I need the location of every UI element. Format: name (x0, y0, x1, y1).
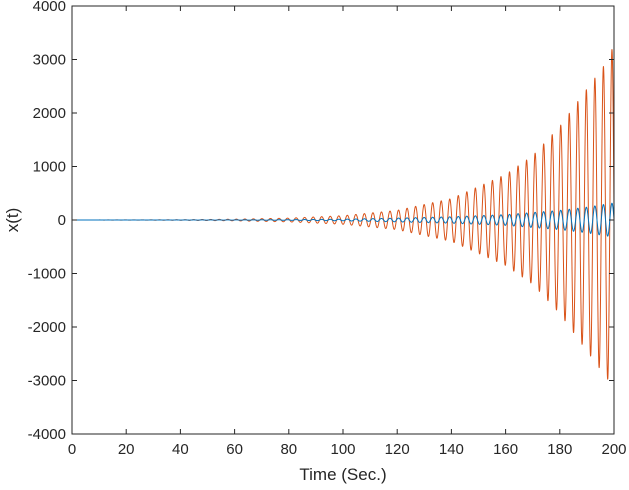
x-tick-label: 120 (385, 441, 410, 458)
x-tick-label: 140 (439, 441, 464, 458)
series-line-1 (71, 202, 615, 237)
y-tick-label: 3000 (33, 52, 66, 69)
x-tick-label: 40 (172, 441, 189, 458)
x-tick-label: 100 (330, 441, 355, 458)
y-tick-label: -1000 (28, 266, 66, 283)
x-tick-label: 80 (280, 441, 297, 458)
x-tick-label: 180 (547, 441, 572, 458)
ticks-layer: 0 20 40 60 80 100 120 140 160 180 200 -4000 -3000 -20… (28, 0, 627, 458)
series-layer (71, 49, 615, 380)
x-tick-label: 60 (226, 441, 243, 458)
y-axis-label: x(t) (3, 208, 22, 233)
y-tick-label: 1000 (33, 159, 66, 176)
series-line-2 (71, 49, 615, 380)
x-tick-label: 0 (68, 441, 76, 458)
y-tick-label: -3000 (28, 373, 66, 390)
y-tick-label: -2000 (28, 319, 66, 336)
x-tick-label: 200 (601, 441, 626, 458)
y-tick-label: -4000 (28, 426, 66, 443)
x-axis-label: Time (Sec.) (299, 465, 386, 484)
x-tick-label: 20 (118, 441, 135, 458)
y-tick-label: 4000 (33, 0, 66, 15)
y-tick-label: 0 (58, 212, 66, 229)
x-tick-label: 160 (493, 441, 518, 458)
y-tick-label: 2000 (33, 105, 66, 122)
